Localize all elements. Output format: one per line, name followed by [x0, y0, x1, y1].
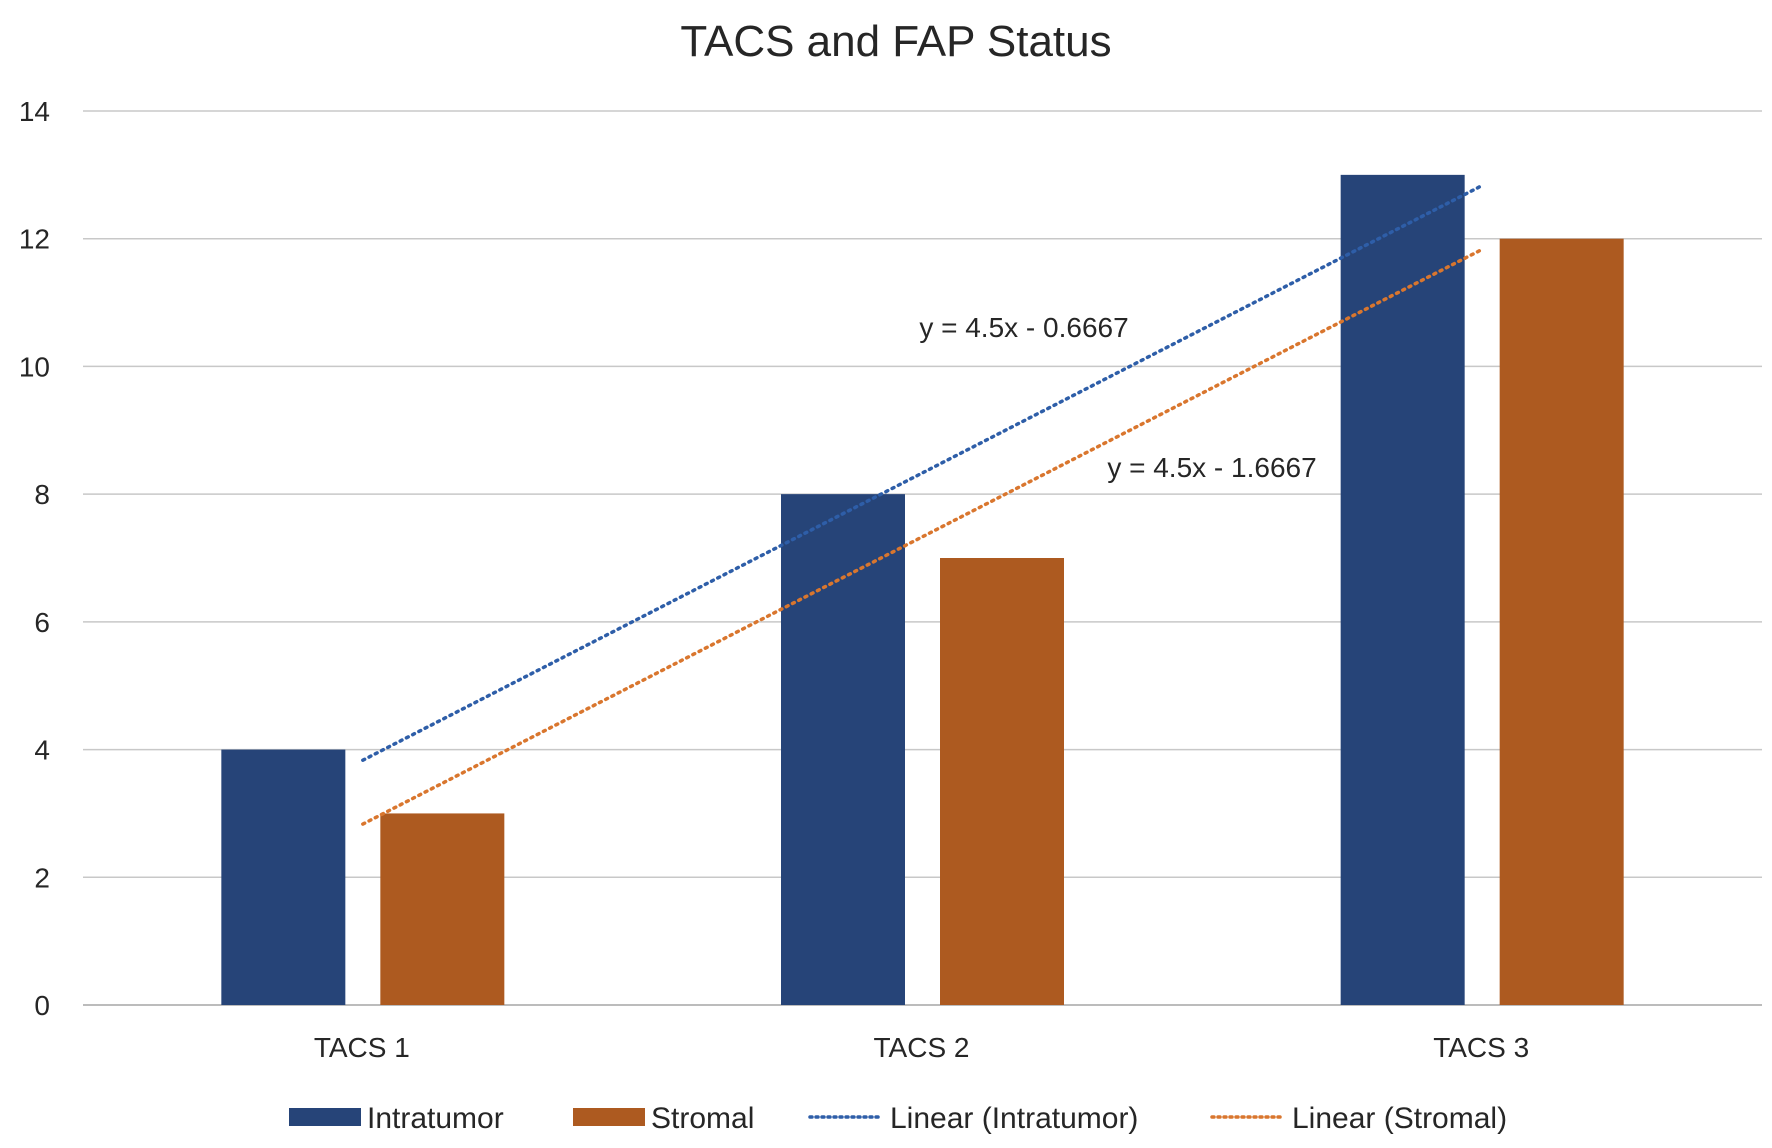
- trendline-intratumor: [361, 183, 1484, 762]
- legend-swatch: [289, 1108, 361, 1126]
- bar-layer: [221, 174, 1624, 1005]
- y-tick-label: 4: [34, 735, 50, 766]
- x-axis-ticks: TACS 1 TACS 2 TACS 3: [314, 1032, 1529, 1063]
- y-tick-label: 14: [19, 96, 50, 127]
- grid-layer: [83, 110, 1762, 1006]
- trendline-equation-intratumor: y = 4.5x - 0.6667: [919, 312, 1128, 343]
- y-axis-ticks: 0 2 4 6 8 10 12 14: [19, 96, 50, 1021]
- chart-title: TACS and FAP Status: [680, 17, 1111, 66]
- x-tick-label: TACS 2: [874, 1032, 970, 1063]
- legend-label: Linear (Intratumor): [890, 1102, 1138, 1135]
- legend-entry-linear-stromal: Linear (Stromal): [1210, 1102, 1507, 1135]
- y-tick-label: 6: [34, 607, 50, 638]
- legend-entry-intratumor: Intratumor: [289, 1102, 504, 1135]
- trendline-layer: [361, 183, 1484, 826]
- legend-label: Linear (Stromal): [1292, 1102, 1507, 1135]
- y-tick-label: 8: [34, 479, 50, 510]
- x-tick-label: TACS 1: [314, 1032, 410, 1063]
- trendline-stromal: [361, 247, 1484, 826]
- bar-stromal-2: [940, 558, 1064, 1005]
- legend-label: Intratumor: [367, 1102, 504, 1135]
- bar-intratumor-2: [781, 494, 905, 1005]
- annotation-layer: y = 4.5x - 0.6667 y = 4.5x - 1.6667: [919, 312, 1316, 483]
- bar-stromal-3: [1499, 238, 1624, 1005]
- x-tick-label: TACS 3: [1433, 1032, 1529, 1063]
- y-tick-label: 12: [19, 224, 50, 255]
- bar-intratumor-1: [221, 749, 346, 1005]
- y-tick-label: 2: [34, 862, 50, 893]
- legend: Intratumor Stromal Linear (Intratumor) Line…: [289, 1102, 1507, 1135]
- y-tick-label: 10: [19, 351, 50, 382]
- legend-entry-stromal: Stromal: [573, 1102, 754, 1135]
- trendline-equation-stromal: y = 4.5x - 1.6667: [1107, 452, 1316, 483]
- bar-stromal-1: [380, 813, 505, 1005]
- legend-entry-linear-intratumor: Linear (Intratumor): [808, 1102, 1138, 1135]
- legend-swatch: [573, 1108, 645, 1126]
- legend-label: Stromal: [651, 1102, 754, 1135]
- y-tick-label: 0: [34, 990, 50, 1021]
- bar-intratumor-3: [1340, 174, 1465, 1005]
